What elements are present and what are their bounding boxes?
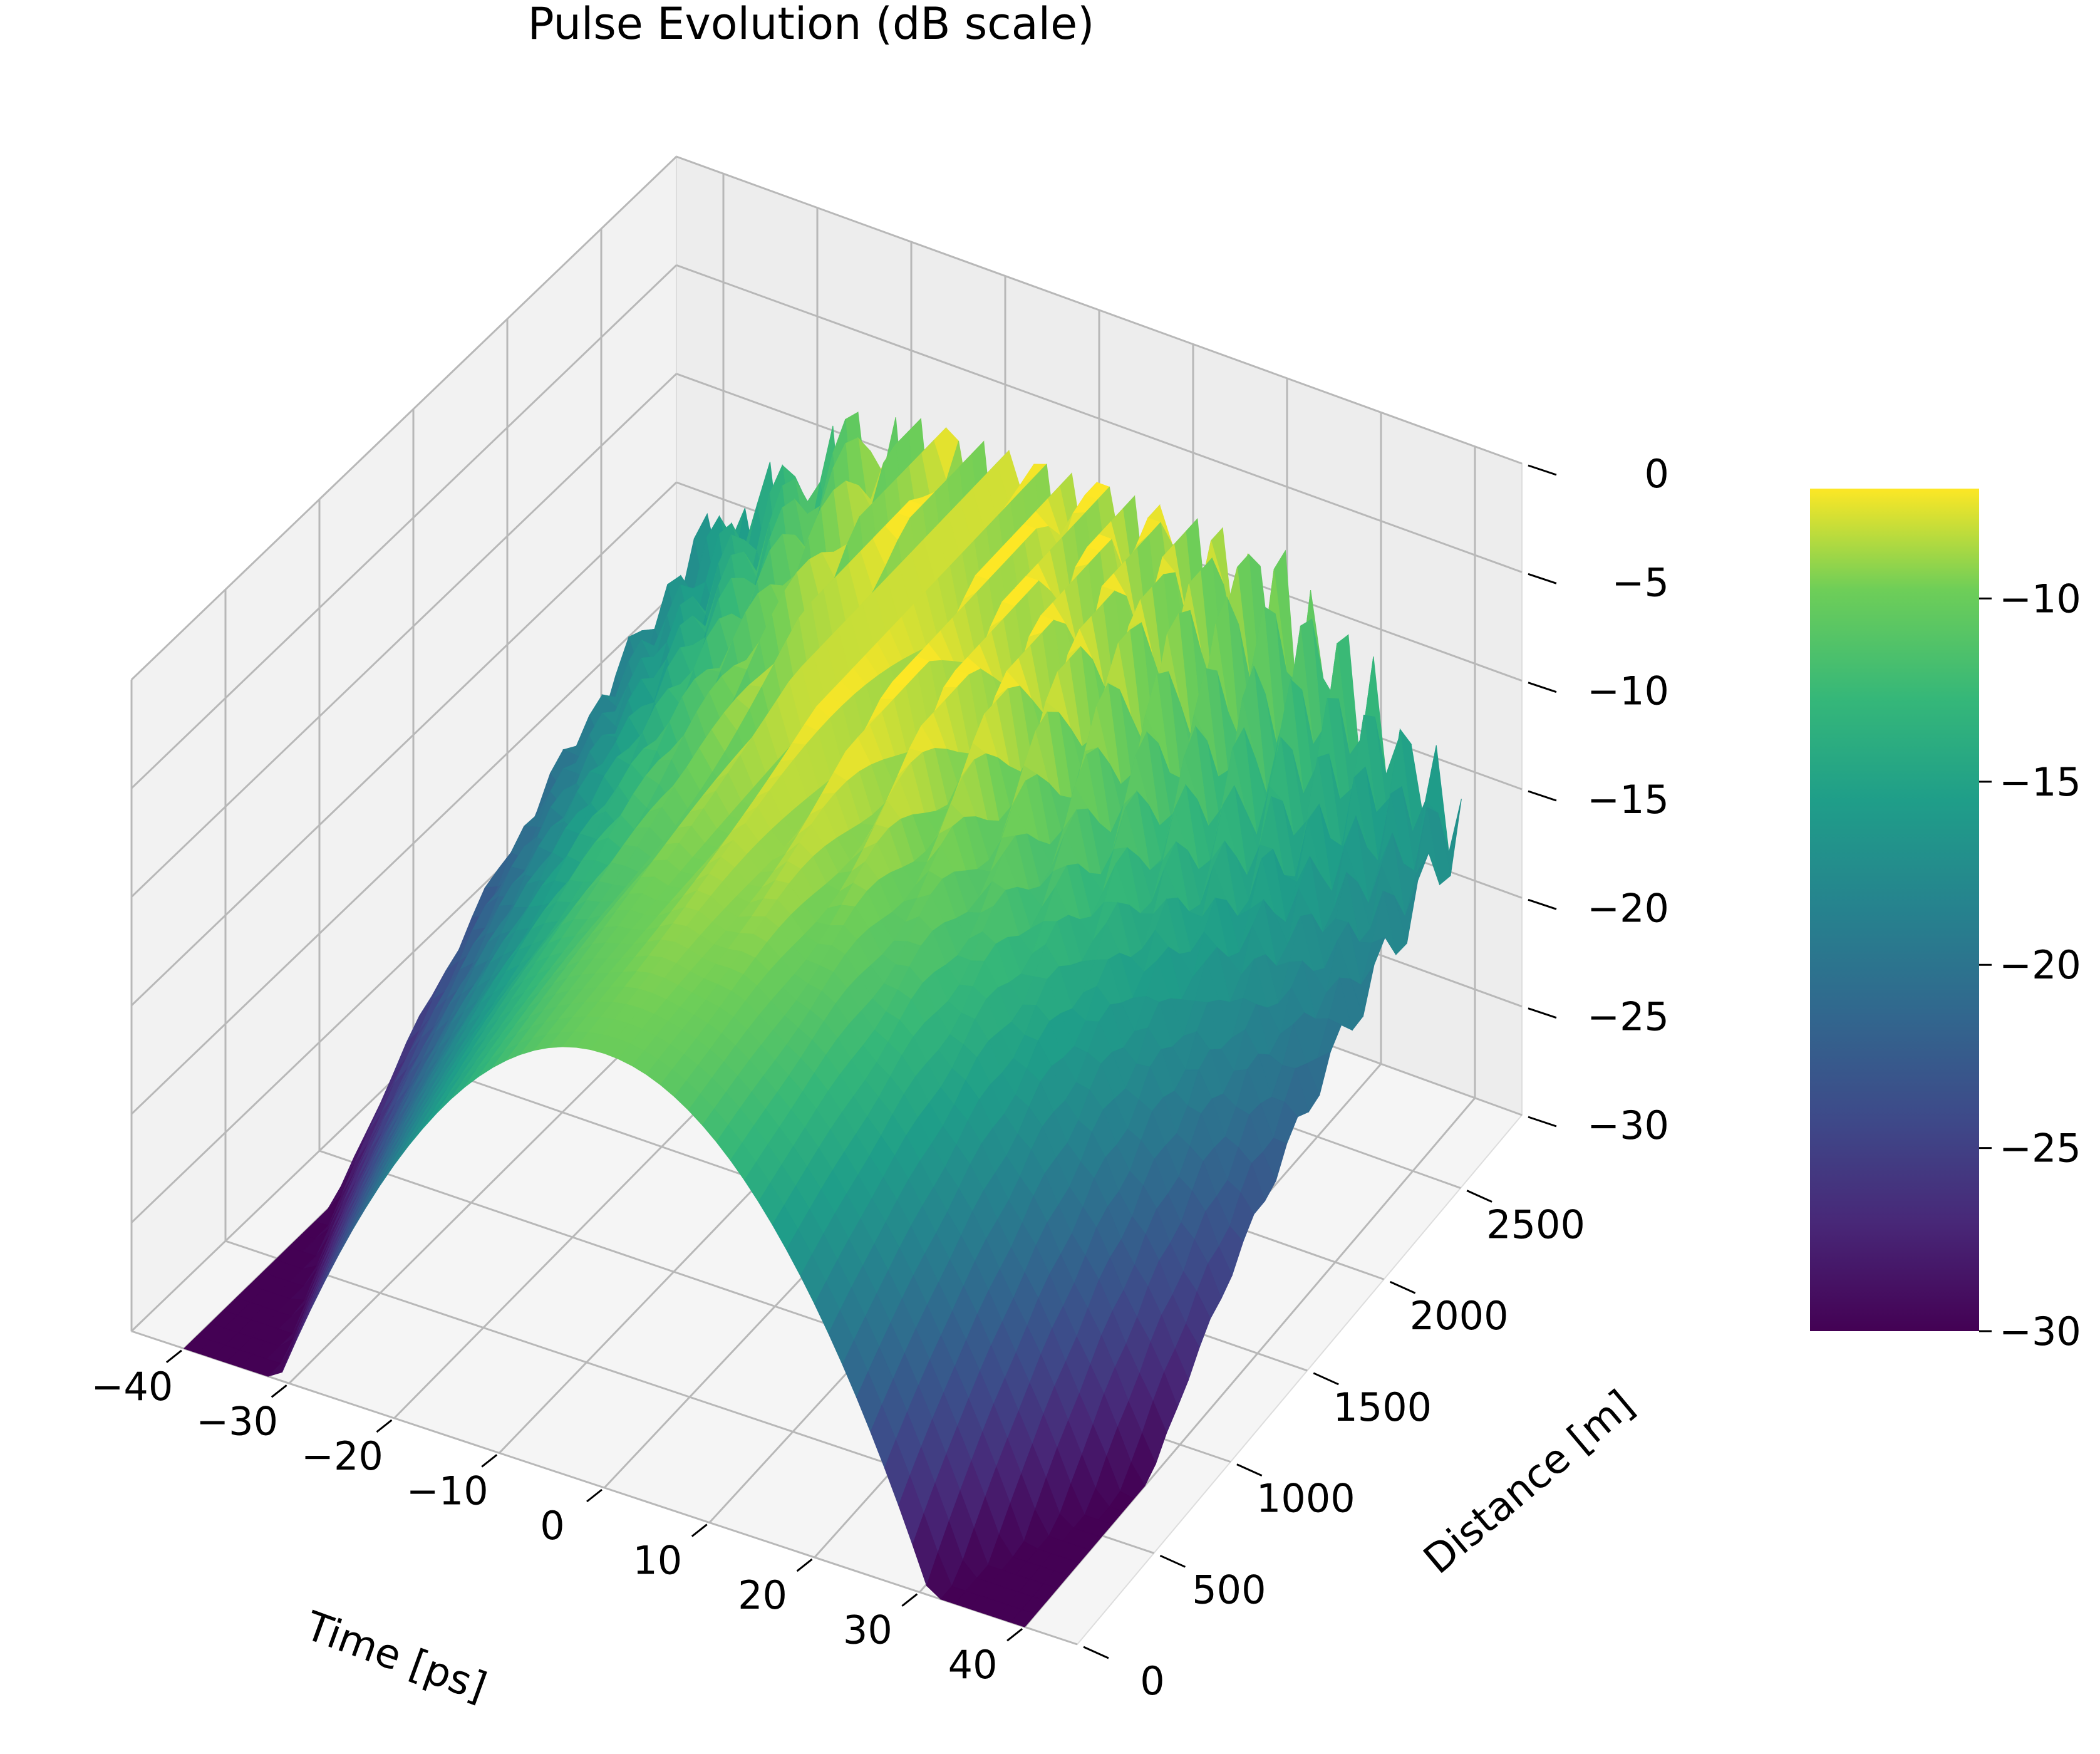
- surface-cell: [1010, 1609, 1037, 1627]
- y-tick-label: 1500: [1333, 1384, 1432, 1430]
- z-tick: [1528, 464, 1557, 476]
- z-tick: [1528, 790, 1557, 802]
- grid-z-left: [130, 481, 678, 1007]
- grid-z-back: [676, 155, 1523, 465]
- x-tick: [901, 1593, 918, 1607]
- z-tick-label: 0: [1645, 451, 1669, 497]
- y-tick: [1466, 1190, 1492, 1203]
- x-tick: [796, 1558, 813, 1572]
- colorbar-tick-label: −10: [1999, 576, 2081, 621]
- x-tick-label: −20: [301, 1433, 383, 1479]
- y-tick-label: 1000: [1256, 1476, 1355, 1522]
- colorbar-tick-label: −30: [1999, 1309, 2081, 1354]
- chart-title: Pulse Evolution (dB scale): [528, 0, 1095, 49]
- z-tick-label: −10: [1587, 668, 1669, 714]
- grid-z-left: [130, 264, 678, 789]
- grid-z-back: [676, 264, 1523, 573]
- y-tick-label: 500: [1192, 1567, 1266, 1612]
- colorbar-tick-label: −15: [1999, 759, 2081, 805]
- colorbar: −10 −15 −20 −25 −30: [1810, 489, 2081, 1354]
- z-tick: [1528, 898, 1557, 910]
- x-tick-label: 20: [738, 1572, 787, 1618]
- z-tick-label: −5: [1612, 559, 1669, 605]
- z-tick-label: −15: [1587, 777, 1669, 823]
- x-tick: [1006, 1628, 1023, 1642]
- z-tick-label: −30: [1587, 1103, 1669, 1148]
- x-tick-label: 40: [948, 1642, 998, 1688]
- y-tick: [1236, 1463, 1263, 1476]
- x-tick-label: 10: [633, 1538, 682, 1584]
- y-tick: [1159, 1554, 1186, 1568]
- y-tick: [1083, 1646, 1109, 1659]
- z-tick: [1528, 1007, 1557, 1019]
- colorbar-tick-label: −25: [1999, 1126, 2081, 1171]
- y-tick-label: 2000: [1410, 1293, 1509, 1339]
- z-tick-label: −25: [1587, 994, 1669, 1040]
- x-tick-label: −10: [406, 1468, 489, 1513]
- z-tick: [1528, 573, 1557, 584]
- grid-z-left: [130, 373, 678, 898]
- y-tick-label: 2500: [1486, 1202, 1585, 1248]
- y-tick-label: 0: [1140, 1658, 1164, 1704]
- y-tick: [1313, 1372, 1339, 1386]
- z-tick: [1528, 682, 1557, 693]
- x-tick-label: −40: [91, 1364, 173, 1409]
- x-tick: [691, 1523, 708, 1537]
- x-tick: [165, 1349, 182, 1363]
- x-tick-label: 30: [843, 1607, 892, 1653]
- colorbar-tick-label: −20: [1999, 942, 2081, 988]
- axis-ticks: −40 −30 −20 −10 0 10 20 30 40 0 500 1000 1500 2000 250…: [91, 451, 1669, 1704]
- colorbar-gradient: [1810, 489, 1979, 1331]
- x-tick: [586, 1488, 603, 1503]
- surface-plot: [183, 412, 1462, 1627]
- z-tick-label: −20: [1587, 885, 1669, 931]
- y-axis-label: Distance [m]: [1415, 1382, 1643, 1584]
- x-tick: [376, 1419, 393, 1433]
- x-axis-label: Time [ps]: [299, 1603, 492, 1711]
- x-tick-label: 0: [540, 1503, 564, 1549]
- x-tick: [271, 1384, 287, 1398]
- x-tick-label: −30: [196, 1398, 278, 1444]
- grid-z-left: [130, 590, 678, 1115]
- grid-z-left: [130, 155, 678, 681]
- z-tick: [1528, 1116, 1557, 1128]
- grid-y-floor: [131, 1330, 1078, 1646]
- y-tick: [1390, 1280, 1416, 1294]
- x-tick: [481, 1454, 498, 1468]
